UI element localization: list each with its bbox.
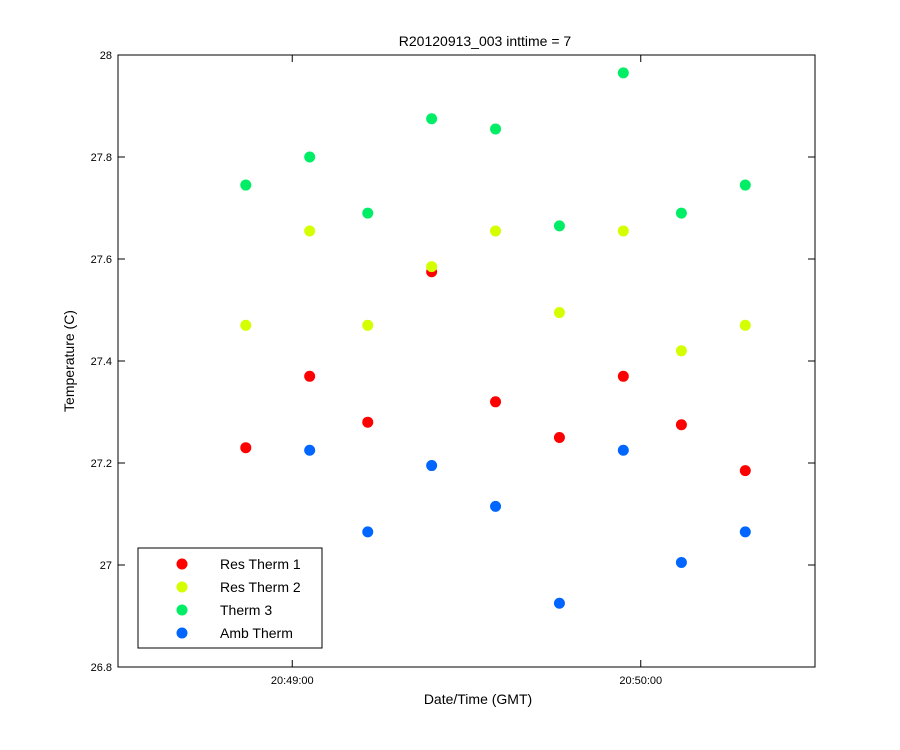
- data-point: [304, 444, 316, 456]
- data-point: [617, 444, 629, 456]
- data-point: [739, 526, 751, 538]
- data-point: [426, 460, 438, 472]
- data-point: [240, 442, 252, 454]
- legend-marker: [176, 558, 188, 570]
- y-axis-label: Temperature (C): [61, 310, 77, 412]
- legend: Res Therm 1 Res Therm 2 Therm 3 Amb Therm: [137, 547, 323, 649]
- data-point: [553, 220, 565, 232]
- data-point: [362, 526, 374, 538]
- legend-marker: [176, 627, 188, 639]
- data-point: [553, 307, 565, 319]
- data-point: [675, 345, 687, 357]
- legend-label: Res Therm 1: [220, 556, 301, 572]
- data-point: [490, 225, 502, 237]
- x-axis-label: Date/Time (GMT): [424, 691, 532, 707]
- series-3: [304, 444, 751, 609]
- x-tick-label: 20:49:00: [271, 675, 314, 687]
- series-0: [240, 266, 751, 477]
- data-point: [490, 123, 502, 135]
- data-point: [304, 370, 316, 382]
- y-tick-label: 28: [100, 50, 112, 62]
- legend-label: Amb Therm: [220, 625, 293, 641]
- data-point: [490, 396, 502, 408]
- data-point: [426, 113, 438, 125]
- plot-axes: 26.8 27 27.2 27.4 27.6 27.8 28 20:49:00 20:50:00: [91, 50, 816, 687]
- data-point: [553, 432, 565, 443]
- data-point: [240, 179, 252, 191]
- data-points: [240, 67, 751, 609]
- data-point: [240, 319, 252, 331]
- legend-label: Therm 3: [220, 602, 272, 618]
- chart-title: R20120913_003 inttime = 7: [399, 33, 572, 49]
- x-tick-label: 20:50:00: [619, 675, 662, 687]
- data-point: [426, 261, 438, 273]
- series-1: [240, 225, 751, 357]
- data-point: [617, 67, 629, 79]
- data-point: [362, 319, 374, 331]
- y-tick-label: 26.8: [91, 662, 112, 674]
- data-point: [490, 500, 502, 512]
- legend-label: Res Therm 2: [220, 579, 301, 595]
- data-point: [739, 465, 751, 477]
- data-point: [362, 207, 374, 219]
- y-tick-label: 27: [100, 560, 112, 572]
- y-tick-label: 27.2: [91, 458, 112, 470]
- series-2: [240, 67, 751, 232]
- y-tick-label: 27.8: [91, 152, 112, 164]
- data-point: [675, 556, 687, 568]
- data-point: [675, 419, 687, 431]
- data-point: [304, 151, 316, 163]
- data-point: [553, 597, 565, 609]
- legend-box: [137, 547, 323, 649]
- data-point: [617, 370, 629, 382]
- data-point: [739, 179, 751, 191]
- y-tick-label: 27.4: [91, 356, 112, 368]
- data-point: [675, 207, 687, 219]
- legend-marker: [176, 581, 188, 593]
- data-point: [304, 225, 316, 237]
- data-point: [362, 416, 374, 428]
- data-point: [739, 319, 751, 331]
- legend-marker: [176, 604, 188, 616]
- y-tick-label: 27.6: [91, 254, 112, 266]
- data-point: [617, 225, 629, 237]
